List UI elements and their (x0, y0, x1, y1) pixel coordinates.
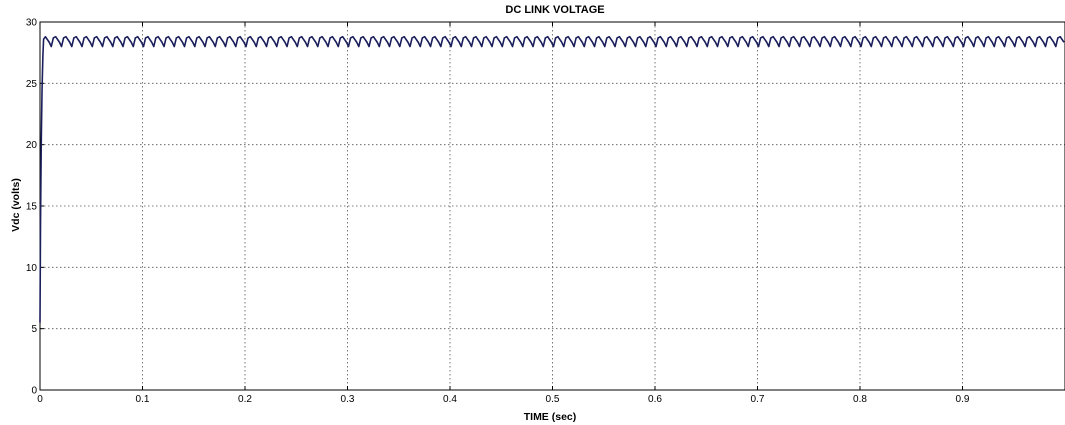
x-tick-label: 0.6 (648, 394, 662, 405)
x-tick-label: 0.2 (238, 394, 252, 405)
x-tick-label: 0.3 (341, 394, 355, 405)
y-tick-label: 30 (26, 18, 38, 29)
x-tick-label: 0.7 (751, 394, 765, 405)
y-tick-label: 0 (31, 386, 37, 397)
x-tick-label: 0.4 (443, 394, 457, 405)
y-tick-labels: 0 5 10 15 20 25 30 (26, 18, 38, 397)
y-tick-label: 10 (26, 263, 38, 274)
y-tick-label: 5 (31, 324, 37, 335)
y-tick-label: 20 (26, 140, 38, 151)
x-tick-label: 0.9 (956, 394, 970, 405)
tick-marks (39, 21, 963, 391)
x-tick-label: 0.8 (853, 394, 867, 405)
y-axis-label: Vdc (volts) (10, 178, 22, 232)
x-tick-label: 0.1 (136, 394, 150, 405)
chart-title: DC LINK VOLTAGE (505, 4, 604, 16)
y-tick-label: 15 (26, 202, 38, 213)
x-tick-labels: 0 0.1 0.2 0.3 0.4 0.5 0.6 0.7 0.8 0.9 (37, 394, 970, 405)
x-tick-label: 0 (37, 394, 43, 405)
y-tick-label: 25 (26, 79, 38, 90)
x-tick-label: 0.5 (546, 394, 560, 405)
grid-lines (40, 22, 1065, 390)
x-axis-label: TIME (sec) (524, 411, 577, 423)
vdc-series-line (39, 35, 1065, 323)
